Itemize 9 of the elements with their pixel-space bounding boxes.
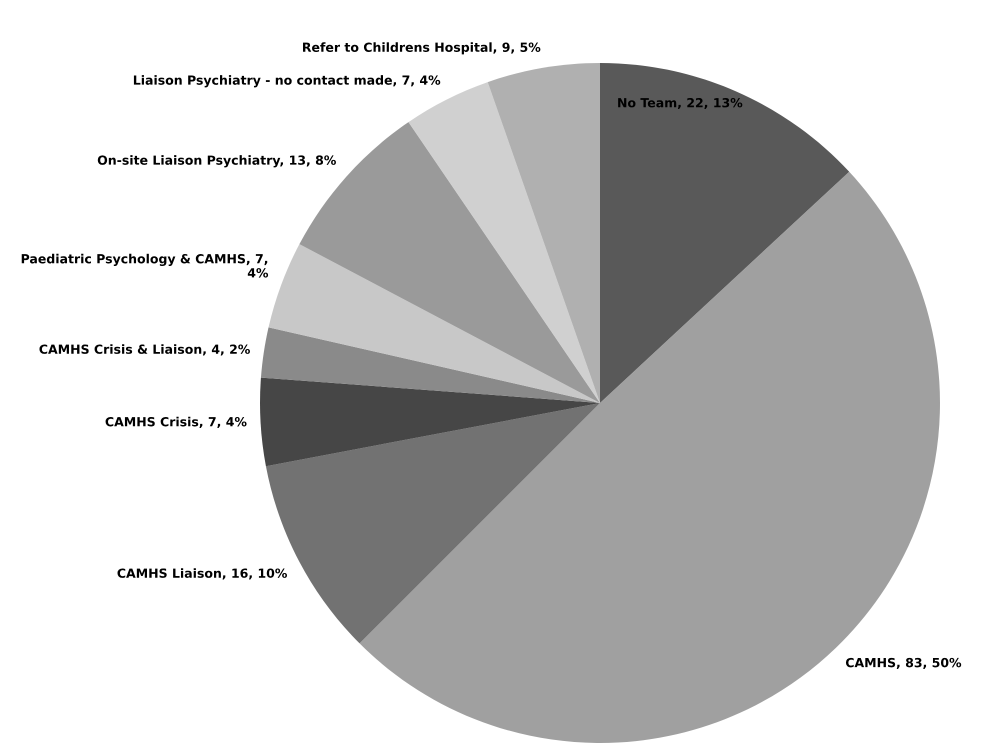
slice-label: CAMHS Crisis & Liaison, 4, 2%: [39, 344, 250, 356]
slice-label: Refer to Childrens Hospital, 9, 5%: [303, 42, 540, 54]
slice-label: CAMHS, 83, 50%: [846, 658, 962, 669]
slice-label: Liaison Psychiatry - no contact made, 7, 4%: [134, 75, 440, 88]
slice-label: CAMHS Crisis, 7, 4%: [106, 416, 247, 428]
slice-label: No Team, 22, 13%: [618, 98, 742, 110]
slice-label: Paediatric Psychology & CAMHS, 7, 4%: [22, 254, 268, 278]
slice-label: On-site Liaison Psychiatry, 13, 8%: [98, 155, 336, 168]
slice-label: CAMHS Liaison, 16, 10%: [117, 568, 287, 580]
